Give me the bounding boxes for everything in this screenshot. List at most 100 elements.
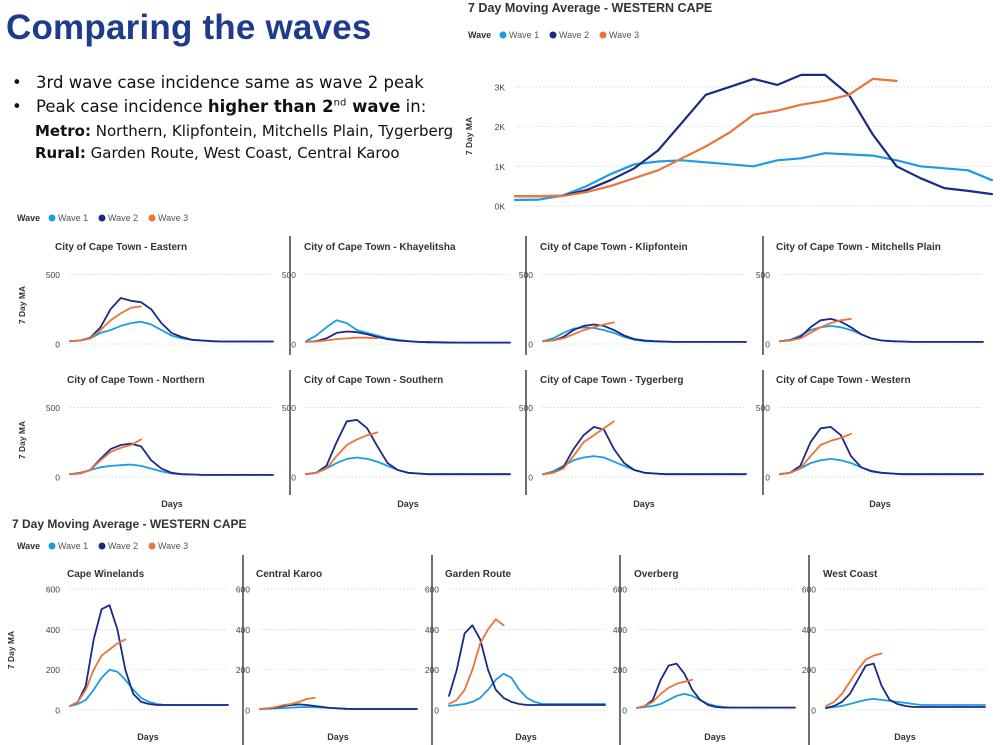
y-tick-label: 0 xyxy=(434,706,439,716)
series-line-wave-3 xyxy=(69,638,127,707)
y-tick-label: 0 xyxy=(291,473,296,483)
series-line-wave-1 xyxy=(69,668,229,707)
y-axis-label: 7 Day MA xyxy=(17,421,27,459)
series-line-wave-1 xyxy=(305,456,511,476)
legend-marker xyxy=(98,214,106,222)
series-line-wave-3 xyxy=(542,420,615,476)
series-line-wave-2 xyxy=(69,297,274,343)
y-tick-label: 400 xyxy=(425,625,439,635)
y-tick-label: 500 xyxy=(756,403,770,413)
series-line-wave-2 xyxy=(825,662,986,709)
chart-title: City of Cape Town - Klipfontein xyxy=(540,242,688,253)
series-line-wave-2 xyxy=(542,323,747,343)
chart-panel-wc: 7 Day Moving Average - WESTERN CAPE 0K 1K 2… xyxy=(464,1,994,212)
chart-title: City of Cape Town - Eastern xyxy=(55,242,187,253)
legend: Wave Wave 1 Wave 2 Wave 3 xyxy=(468,30,639,40)
legend-marker xyxy=(499,31,507,39)
y-axis-label: 7 Day MA xyxy=(464,117,474,155)
series-line-wave-3 xyxy=(305,431,379,476)
legend-label: Wave 3 xyxy=(158,541,188,551)
legend-label: Wave 2 xyxy=(559,30,589,40)
legend-label: Wave 3 xyxy=(609,30,639,40)
series-line-wave-1 xyxy=(448,672,606,707)
slide-title: Comparing the waves xyxy=(6,8,372,47)
rural-line: Rural: Garden Route, West Coast, Central… xyxy=(35,142,458,164)
bullet-item: • Peak case incidence higher than 2nd wa… xyxy=(8,96,458,118)
y-tick-label: 0 xyxy=(291,340,296,350)
series-line-wave-3 xyxy=(259,697,316,710)
chart-panel-southern: City of Cape Town - Southern 0 500 Days xyxy=(282,375,511,509)
series-line-wave-3 xyxy=(779,318,852,343)
y-tick-label: 0 xyxy=(55,706,60,716)
series-line-wave-3 xyxy=(513,77,898,198)
x-axis-label: Days xyxy=(327,732,349,742)
chart-panel-mitchells: City of Cape Town - Mitchells Plain 0 500 xyxy=(756,242,984,350)
legend-label: Wave 2 xyxy=(108,213,138,223)
y-tick-label: 200 xyxy=(802,665,816,675)
legend-marker xyxy=(549,31,557,39)
series-line-wave-2 xyxy=(448,624,606,706)
x-axis-label: Days xyxy=(633,499,655,509)
series-line-wave-2 xyxy=(69,604,229,707)
y-tick-label: 2K xyxy=(495,122,506,132)
y-tick-label: 3K xyxy=(495,82,506,92)
chart-title: City of Cape Town - Tygerberg xyxy=(540,375,684,386)
legend-marker xyxy=(98,542,106,550)
series-line-wave-3 xyxy=(69,305,142,343)
y-tick-label: 200 xyxy=(236,665,250,675)
y-tick-label: 500 xyxy=(46,403,60,413)
y-tick-label: 600 xyxy=(425,585,439,595)
bullet-list: • 3rd wave case incidence same as wave 2… xyxy=(8,72,458,164)
bullet-bold-text: higher than 2 xyxy=(207,97,334,116)
y-tick-label: 400 xyxy=(613,625,627,635)
y-tick-label: 0 xyxy=(811,706,816,716)
rural-text: Garden Route, West Coast, Central Karoo xyxy=(85,144,400,162)
chart-title: City of Cape Town - Western xyxy=(776,375,911,386)
series-line-wave-3 xyxy=(448,618,505,705)
y-tick-label: 0 xyxy=(622,706,627,716)
series-line-wave-2 xyxy=(636,662,796,709)
chart-title: West Coast xyxy=(823,569,878,580)
chart-title: City of Cape Town - Northern xyxy=(67,375,205,386)
series-line-wave-3 xyxy=(305,336,379,343)
y-tick-label: 500 xyxy=(282,403,296,413)
y-tick-label: 600 xyxy=(236,585,250,595)
y-tick-label: 600 xyxy=(46,585,60,595)
y-tick-label: 200 xyxy=(613,665,627,675)
bullet-bold-text: wave xyxy=(346,97,401,116)
rural-label: Rural: xyxy=(35,144,86,162)
y-tick-label: 0 xyxy=(765,473,770,483)
legend-title: Wave xyxy=(17,541,40,551)
legend-label: Wave 1 xyxy=(58,541,88,551)
y-tick-label: 400 xyxy=(802,625,816,635)
bullet-superscript: nd xyxy=(333,97,347,109)
series-line-wave-2 xyxy=(779,426,984,476)
y-tick-label: 200 xyxy=(46,665,60,675)
y-tick-label: 0 xyxy=(765,340,770,350)
bullet-text: 3rd wave case incidence same as wave 2 p… xyxy=(36,73,424,92)
y-axis-label: 7 Day MA xyxy=(6,631,16,669)
bullet-icon: • xyxy=(12,73,22,92)
chart-title: Central Karoo xyxy=(256,569,322,580)
chart-panel-tygerberg: City of Cape Town - Tygerberg 0 500 Days xyxy=(519,375,747,509)
metro-text: Northern, Klipfontein, Mitchells Plain, … xyxy=(90,122,454,140)
chart-panel-northern: City of Cape Town - Northern 0 500 7 Day MA… xyxy=(17,375,274,509)
y-tick-label: 0 xyxy=(55,340,60,350)
x-axis-label: Days xyxy=(161,499,183,509)
y-tick-label: 500 xyxy=(519,403,533,413)
chart-panel-klipfontein: City of Cape Town - Klipfontein 0 500 xyxy=(519,242,747,350)
y-tick-label: 600 xyxy=(802,585,816,595)
series-line-wave-2 xyxy=(305,419,511,476)
metro-label: Metro: xyxy=(35,122,91,140)
x-axis-label: Days xyxy=(137,732,159,742)
x-axis-label: Days xyxy=(515,732,537,742)
chart-title: City of Cape Town - Southern xyxy=(304,375,443,386)
series-line-wave-2 xyxy=(305,330,511,344)
legend-marker xyxy=(148,542,156,550)
series-line-wave-1 xyxy=(542,455,747,476)
series-line-wave-2 xyxy=(259,703,418,710)
x-axis-label: Days xyxy=(869,499,891,509)
legend: Wave Wave 1 Wave 2 Wave 3 xyxy=(17,213,188,223)
series-line-wave-3 xyxy=(779,432,852,476)
chart-title: Garden Route xyxy=(445,569,512,580)
